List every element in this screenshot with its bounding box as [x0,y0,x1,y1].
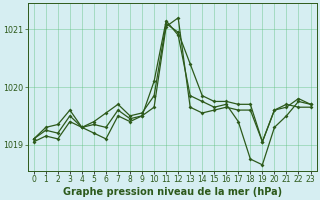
X-axis label: Graphe pression niveau de la mer (hPa): Graphe pression niveau de la mer (hPa) [63,187,282,197]
